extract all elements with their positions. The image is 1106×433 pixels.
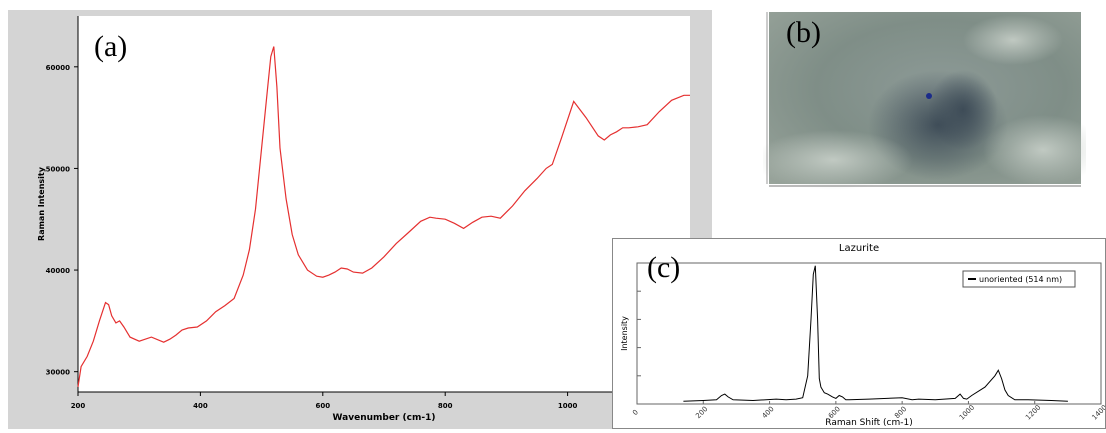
x-tick-label: 400 — [761, 405, 776, 420]
y-tick-label: 60000 — [46, 64, 70, 72]
legend-label: unoriented (514 nm) — [979, 275, 1062, 284]
x-tick-label: 200 — [71, 402, 86, 410]
y-axis-label: Raman Intensity — [37, 166, 46, 241]
chart-title: Lazurite — [839, 243, 879, 254]
x-tick-label: 600 — [315, 402, 330, 410]
legend-box — [962, 270, 1076, 288]
y-tick-label: 50000 — [46, 165, 70, 173]
plot-area — [78, 16, 690, 392]
x-tick-label: 1400 — [1090, 403, 1105, 421]
spectrum-line — [683, 265, 1068, 402]
x-tick-label: 800 — [438, 402, 453, 410]
x-tick-label: 1000 — [558, 402, 578, 410]
matrix-region — [983, 115, 1103, 185]
matrix-region — [963, 15, 1063, 65]
x-axis-label: Wavenumber (cm-1) — [333, 413, 436, 423]
chart-a-svg: 200 400 600 800 1000 30000 40000 50000 60000 Wave… — [37, 16, 690, 423]
x-tick-label: 0 — [631, 408, 640, 417]
x-tick-label: 1000 — [958, 403, 976, 421]
legend: unoriented (514 nm) — [962, 270, 1076, 288]
microscope-image — [753, 12, 1103, 190]
x-tick-label: 1200 — [1024, 403, 1042, 421]
raman-spectrum-panel-a: 200 400 600 800 1000 30000 40000 50000 60000 Wave… — [8, 10, 712, 429]
microscope-image-panel-b: (b) — [753, 10, 1103, 194]
matrix-region — [753, 130, 913, 190]
x-tick-label: 200 — [694, 405, 709, 420]
panel-label-b: (b) — [786, 16, 821, 49]
x-tick-label: 400 — [193, 402, 208, 410]
x-axis-label: Raman Shift (cm-1) — [825, 418, 912, 428]
reference-spectrum-panel-c: Lazurite 0 200 400 600 800 1000 1200 1400 Raman S… — [612, 238, 1106, 429]
y-axis-label: Intensity — [620, 316, 629, 351]
lazurite-grain — [928, 70, 998, 150]
panel-label-c: (c) — [647, 251, 681, 284]
laser-spot-marker — [926, 93, 932, 99]
y-tick-label: 30000 — [46, 369, 70, 377]
panel-label-a: (a) — [94, 30, 128, 63]
y-tick-label: 40000 — [46, 267, 70, 275]
spectrum-line — [77, 46, 690, 387]
